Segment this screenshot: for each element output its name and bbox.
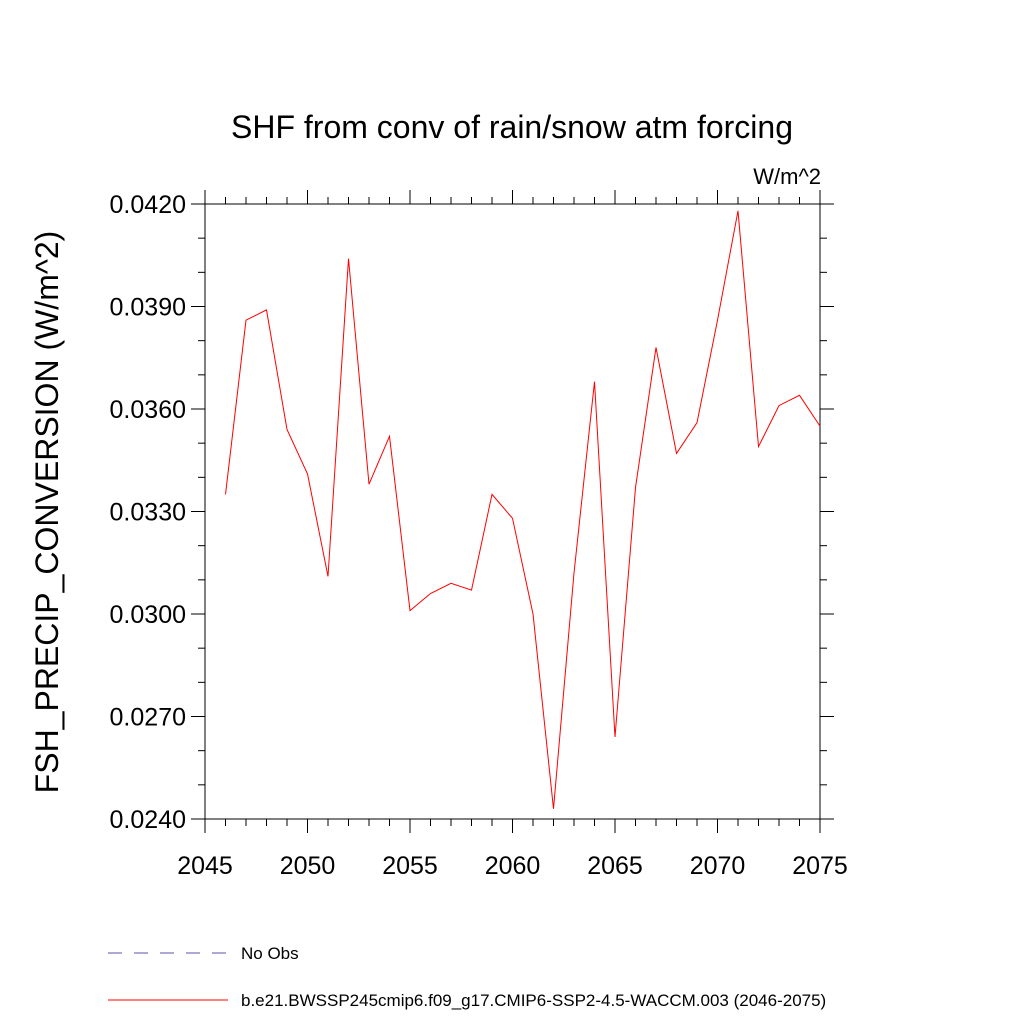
data-point [490,492,494,496]
x-tick-label: 2045 [177,852,233,880]
series-line [225,210,821,809]
x-tick-label: 2070 [690,852,746,880]
data-point [675,451,679,455]
y-tick-label: 0.0420 [110,191,186,219]
y-tick-label: 0.0390 [110,294,186,322]
x-tick-label: 2060 [485,852,541,880]
x-tick-label: 2075 [792,852,848,880]
data-point [777,404,781,408]
y-axis-label: FSH_PRECIP_CONVERSION (W/m^2) [29,231,65,794]
data-point [449,581,453,585]
y-tick-label: 0.0240 [110,806,186,834]
data-point [531,612,535,616]
data-point [408,609,412,613]
data-point [798,393,802,397]
data-point [367,482,371,486]
data-point [634,486,638,490]
legend-label: b.e21.BWSSP245cmip6.f09_g17.CMIP6-SSP2-4… [241,991,826,1010]
data-point [388,434,392,438]
data-point [552,807,556,811]
x-tick-label: 2050 [280,852,336,880]
data-point [470,588,474,592]
data-point [429,592,433,596]
data-point [265,308,269,312]
x-tick-label: 2055 [382,852,438,880]
legend: No Obs b.e21.BWSSP245cmip6.f09_g17.CMIP6-… [108,944,826,1010]
data-point [511,516,515,520]
y-tick-label: 0.0300 [110,601,186,629]
data-point [818,424,822,428]
y-tick-label: 0.0270 [110,704,186,732]
chart-title: SHF from conv of rain/snow atm forcing [231,109,793,145]
data-point [716,318,720,322]
data-point [224,492,228,496]
data-point [695,421,699,425]
x-tick-label: 2065 [587,852,643,880]
plot-area: 0.0240 0.0270 0.0300 0.0330 0.0360 0.0390 0.04… [110,190,848,880]
plot-frame [204,203,821,820]
data-point [736,209,740,213]
data-point [613,735,617,739]
data-point [654,346,658,350]
data-point [244,318,248,322]
y-tick-label: 0.0330 [110,499,186,527]
data-point [306,472,310,476]
data-point [593,380,597,384]
data-point [757,445,761,449]
legend-label: No Obs [241,944,299,963]
data-point [285,428,289,432]
units-label: W/m^2 [753,164,821,189]
data-point [326,574,330,578]
data-point [347,257,351,261]
data-point [572,571,576,575]
y-tick-label: 0.0360 [110,396,186,424]
